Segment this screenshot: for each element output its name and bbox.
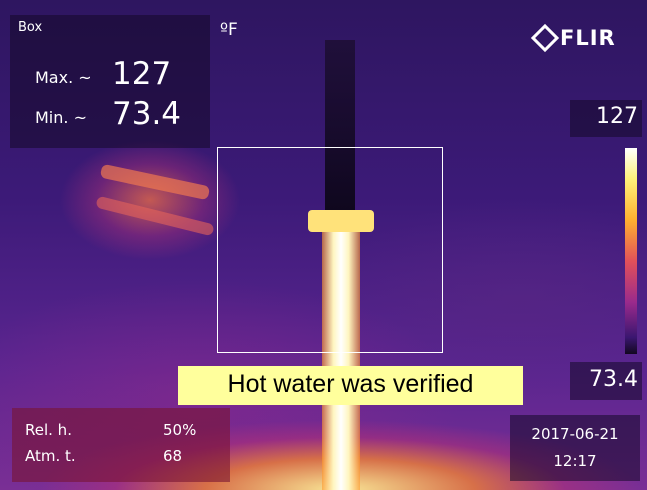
heat-spout [308,210,374,232]
measurement-panel [10,15,210,148]
color-bar [625,148,637,354]
measure-box [217,147,443,353]
warm-streak [99,163,211,201]
scale-max: 127 [596,104,638,129]
scale-max-box [570,100,642,137]
date: 2017-06-21 [531,425,619,443]
scale-min: 73.4 [589,367,638,392]
max-value: 127 [112,56,172,92]
caption-box [178,366,523,405]
caption: Hot water was verified [227,370,474,398]
unit: ºF [220,20,238,40]
box-label: Box [18,20,43,35]
min-label: Min. ~ [35,108,87,127]
warm-streak [95,195,215,237]
time: 12:17 [553,452,597,470]
condition-value: 50% [163,421,197,439]
condition-value: 68 [163,447,183,465]
faucet [325,40,355,210]
condition-label: Rel. h. [25,421,72,439]
conditions-panel [12,408,230,482]
brand-icon [530,23,560,53]
min-value: 73.4 [112,96,182,132]
max-label: Max. ~ [35,68,92,87]
scale-min-box [570,362,642,400]
timestamp-panel [510,415,640,481]
condition-label: Atm. t. [25,447,76,465]
brand-logo: FLIR [560,26,616,50]
